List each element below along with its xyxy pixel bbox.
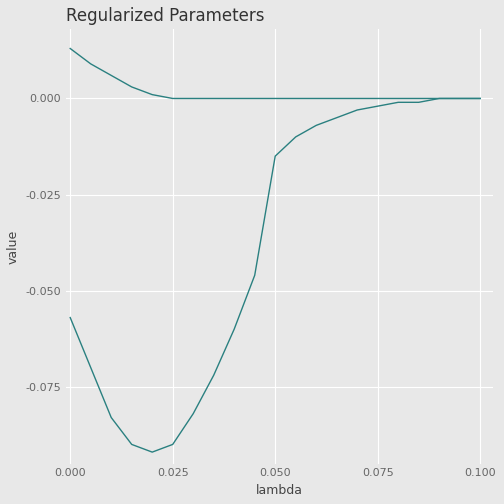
X-axis label: lambda: lambda xyxy=(256,484,303,497)
Y-axis label: value: value xyxy=(7,229,20,264)
Text: Regularized Parameters: Regularized Parameters xyxy=(66,7,265,25)
